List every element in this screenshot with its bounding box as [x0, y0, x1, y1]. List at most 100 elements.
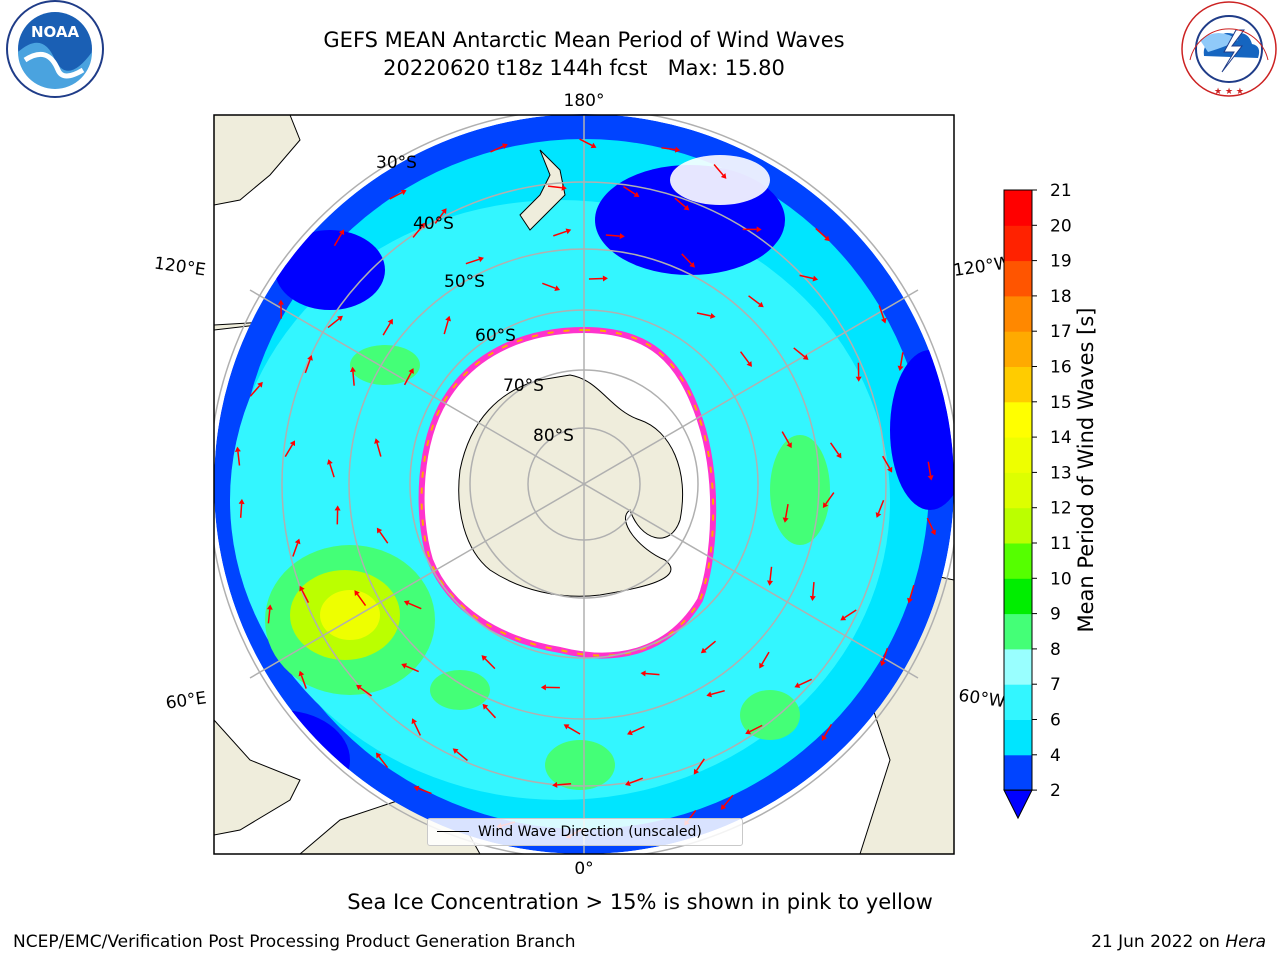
- svg-text:★ ★ ★: ★ ★ ★: [1214, 87, 1244, 97]
- wind-wave-arrowhead: [710, 312, 716, 319]
- wind-wave-direction-arrows: [234, 138, 936, 839]
- wind-wave-arrow: [300, 675, 307, 689]
- wind-wave-arrowhead: [400, 189, 407, 196]
- lon-label-60e: 60°E: [165, 688, 208, 713]
- colorbar-tick-label: 17: [1050, 322, 1072, 342]
- wind-wave-arrow: [465, 258, 480, 265]
- colorbar-segment: [1004, 401, 1032, 438]
- colorbar-segment: [1004, 578, 1032, 615]
- wind-wave-arrowhead: [809, 595, 816, 602]
- wind-wave-arrow: [799, 274, 814, 280]
- wind-wave-arrowhead: [354, 590, 360, 596]
- colorbar-tick-label: 16: [1050, 358, 1072, 378]
- wind-wave-arrowhead: [337, 315, 343, 322]
- colorbar-segment: [1004, 507, 1032, 544]
- wind-wave-arrow: [412, 226, 423, 238]
- lat-label-60s: 60°S: [475, 326, 516, 346]
- lat-label-30s: 30°S: [376, 153, 417, 173]
- wind-wave-arrow: [877, 499, 885, 514]
- wind-wave-arrow: [413, 722, 422, 736]
- wind-wave-arrow: [784, 503, 789, 518]
- wind-wave-arrow: [882, 455, 891, 469]
- wind-wave-arrowhead: [334, 505, 341, 511]
- wind-wave-arrow: [379, 531, 389, 544]
- wind-wave-arrow: [605, 234, 620, 237]
- wind-wave-arrow: [748, 295, 761, 305]
- wind-wave-arrowhead: [452, 748, 459, 754]
- wind-wave-arrowhead: [745, 728, 752, 735]
- wind-wave-arrow: [403, 372, 412, 386]
- wind-wave-arrowhead: [554, 285, 561, 292]
- wind-wave-arrow: [542, 282, 556, 289]
- wind-wave-arrowhead: [307, 355, 313, 361]
- wind-wave-arrow: [292, 543, 299, 557]
- colorbar-segment: [1004, 684, 1032, 720]
- lon-label-0: 0°: [574, 859, 593, 879]
- wind-wave-arrow: [674, 197, 687, 208]
- wind-wave-arrowhead: [693, 768, 700, 775]
- wind-wave-arrowhead: [822, 502, 829, 509]
- wind-wave-arrow: [547, 185, 562, 189]
- wind-wave-arrowhead: [501, 143, 508, 149]
- colorbar-segment: [1004, 190, 1032, 226]
- colorbar-segment: [1004, 543, 1032, 579]
- wind-wave-arrowhead: [441, 208, 447, 214]
- wind-wave-arrow: [557, 782, 572, 786]
- wind-wave-arrow: [378, 756, 389, 769]
- wind-wave-arrowhead: [640, 670, 646, 677]
- wind-wave-arrowhead: [706, 691, 712, 698]
- wind-wave-arrow: [490, 145, 504, 153]
- colorbar-tick-label: 18: [1050, 287, 1072, 307]
- wind-wave-arrow: [761, 651, 770, 665]
- wind-wave-arrowhead: [627, 729, 633, 736]
- colorbar-tick-label: 19: [1050, 252, 1072, 272]
- wind-wave-arrow: [781, 431, 790, 445]
- wind-wave-arrowhead: [746, 361, 752, 367]
- wind-wave-arrowhead: [403, 600, 410, 606]
- wind-wave-arrowhead: [757, 301, 764, 308]
- wind-wave-arrow: [418, 787, 432, 795]
- colorbar-segment: [1004, 295, 1032, 332]
- wind-wave-arrowhead: [356, 684, 362, 691]
- wind-wave-arrow: [239, 503, 243, 518]
- wind-wave-arrow: [661, 147, 676, 151]
- wind-wave-arrowhead: [880, 660, 886, 667]
- wind-wave-arrowhead: [419, 222, 426, 229]
- wind-wave-arrowhead: [897, 365, 904, 372]
- wind-wave-arrow: [704, 640, 717, 651]
- wind-wave-arrowhead: [759, 662, 765, 669]
- wind-wave-arrow: [356, 593, 367, 606]
- wind-wave-arrow: [456, 751, 468, 762]
- wind-wave-arrowhead: [927, 475, 934, 481]
- wind-wave-arrow: [553, 230, 567, 237]
- wind-wave-arrowhead: [294, 538, 301, 545]
- colorbar-tick-label: 13: [1050, 463, 1072, 483]
- colorbar-segment: [1004, 648, 1032, 685]
- wind-wave-arrowhead: [700, 647, 707, 654]
- lon-label-120e: 120°E: [153, 253, 207, 280]
- wind-wave-arrow: [484, 658, 496, 670]
- wind-wave-arrowhead: [563, 724, 570, 730]
- wind-wave-arrowhead: [786, 442, 792, 449]
- colorbar-segment: [1004, 331, 1032, 367]
- graticule: [214, 115, 954, 854]
- chart-title: GEFS MEAN Antarctic Mean Period of Wind …: [323, 28, 845, 52]
- wind-wave-arrowhead: [266, 604, 273, 610]
- wind-wave-arrowhead: [887, 466, 893, 473]
- wind-wave-arrowhead: [289, 440, 295, 447]
- wind-wave-arrowhead: [802, 354, 809, 360]
- colorbar-tick-label: 7: [1050, 675, 1061, 695]
- wind-wave-arrowhead: [445, 315, 452, 322]
- wind-wave-arrowhead: [299, 585, 305, 592]
- wind-wave-arrow: [927, 461, 932, 476]
- wind-wave-arrow: [909, 584, 915, 599]
- host-name: Hera: [1225, 932, 1266, 952]
- wind-wave-arrowhead: [338, 229, 345, 236]
- wind-wave-arrow: [723, 794, 734, 807]
- nws-logo: ★ ★ ★: [1181, 1, 1277, 97]
- wind-wave-arrow: [713, 163, 724, 176]
- wind-wave-arrowhead: [387, 318, 393, 325]
- colorbar-tick-label: 11: [1050, 534, 1072, 554]
- wind-wave-arrowhead: [824, 235, 830, 242]
